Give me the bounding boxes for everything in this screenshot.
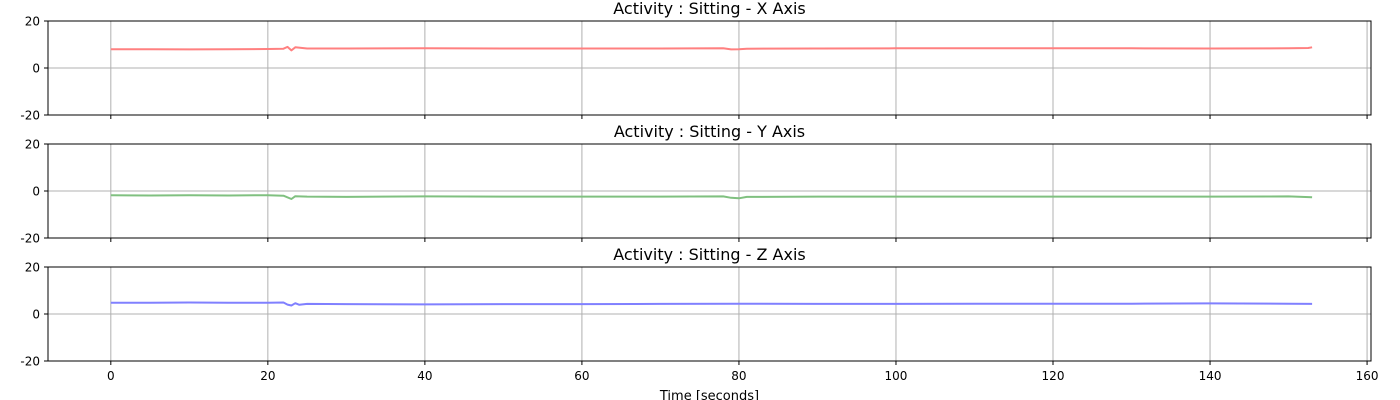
x-tick-label: 80 — [731, 369, 746, 383]
x-tick-label: 20 — [260, 369, 275, 383]
chart-title: Activity : Sitting - Z Axis — [613, 245, 805, 264]
y-tick-label: 20 — [25, 15, 40, 29]
y-tick-label: 20 — [25, 261, 40, 275]
x-tick-label: 40 — [417, 369, 432, 383]
x-tick-label: 0 — [107, 369, 115, 383]
series-line-2-1 — [110, 194, 1313, 200]
x-axis-label: Time [seconds] — [659, 389, 759, 400]
series-line-1-1 — [110, 45, 1313, 52]
y-tick-label: -20 — [20, 232, 40, 246]
y-tick-label: -20 — [20, 109, 40, 123]
y-tick-label: 0 — [32, 308, 40, 322]
subplot-2: -20 0 20 Activity : Sitting - Y Axis — [20, 122, 1372, 246]
subplot-3: 0 20 40 60 80 100 120 140 160 -20 0 20 Activity : Si… — [20, 245, 1378, 400]
y-tick-label: -20 — [20, 355, 40, 369]
x-tick-label: 60 — [574, 369, 589, 383]
chart-title: Activity : Sitting - X Axis — [613, 0, 805, 18]
x-tick-label: 100 — [885, 369, 908, 383]
y-tick-label: 0 — [32, 62, 40, 76]
y-tick-label: 0 — [32, 185, 40, 199]
y-tick-label: 20 — [25, 138, 40, 152]
x-tick-label: 160 — [1356, 369, 1379, 383]
series-line-3-1 — [110, 301, 1313, 307]
subplot-1: -20 0 20 Activity : Sitting - X Axis — [20, 0, 1372, 123]
x-tick-label: 140 — [1199, 369, 1222, 383]
chart-title: Activity : Sitting - Y Axis — [614, 122, 805, 141]
x-tick-label: 120 — [1042, 369, 1065, 383]
